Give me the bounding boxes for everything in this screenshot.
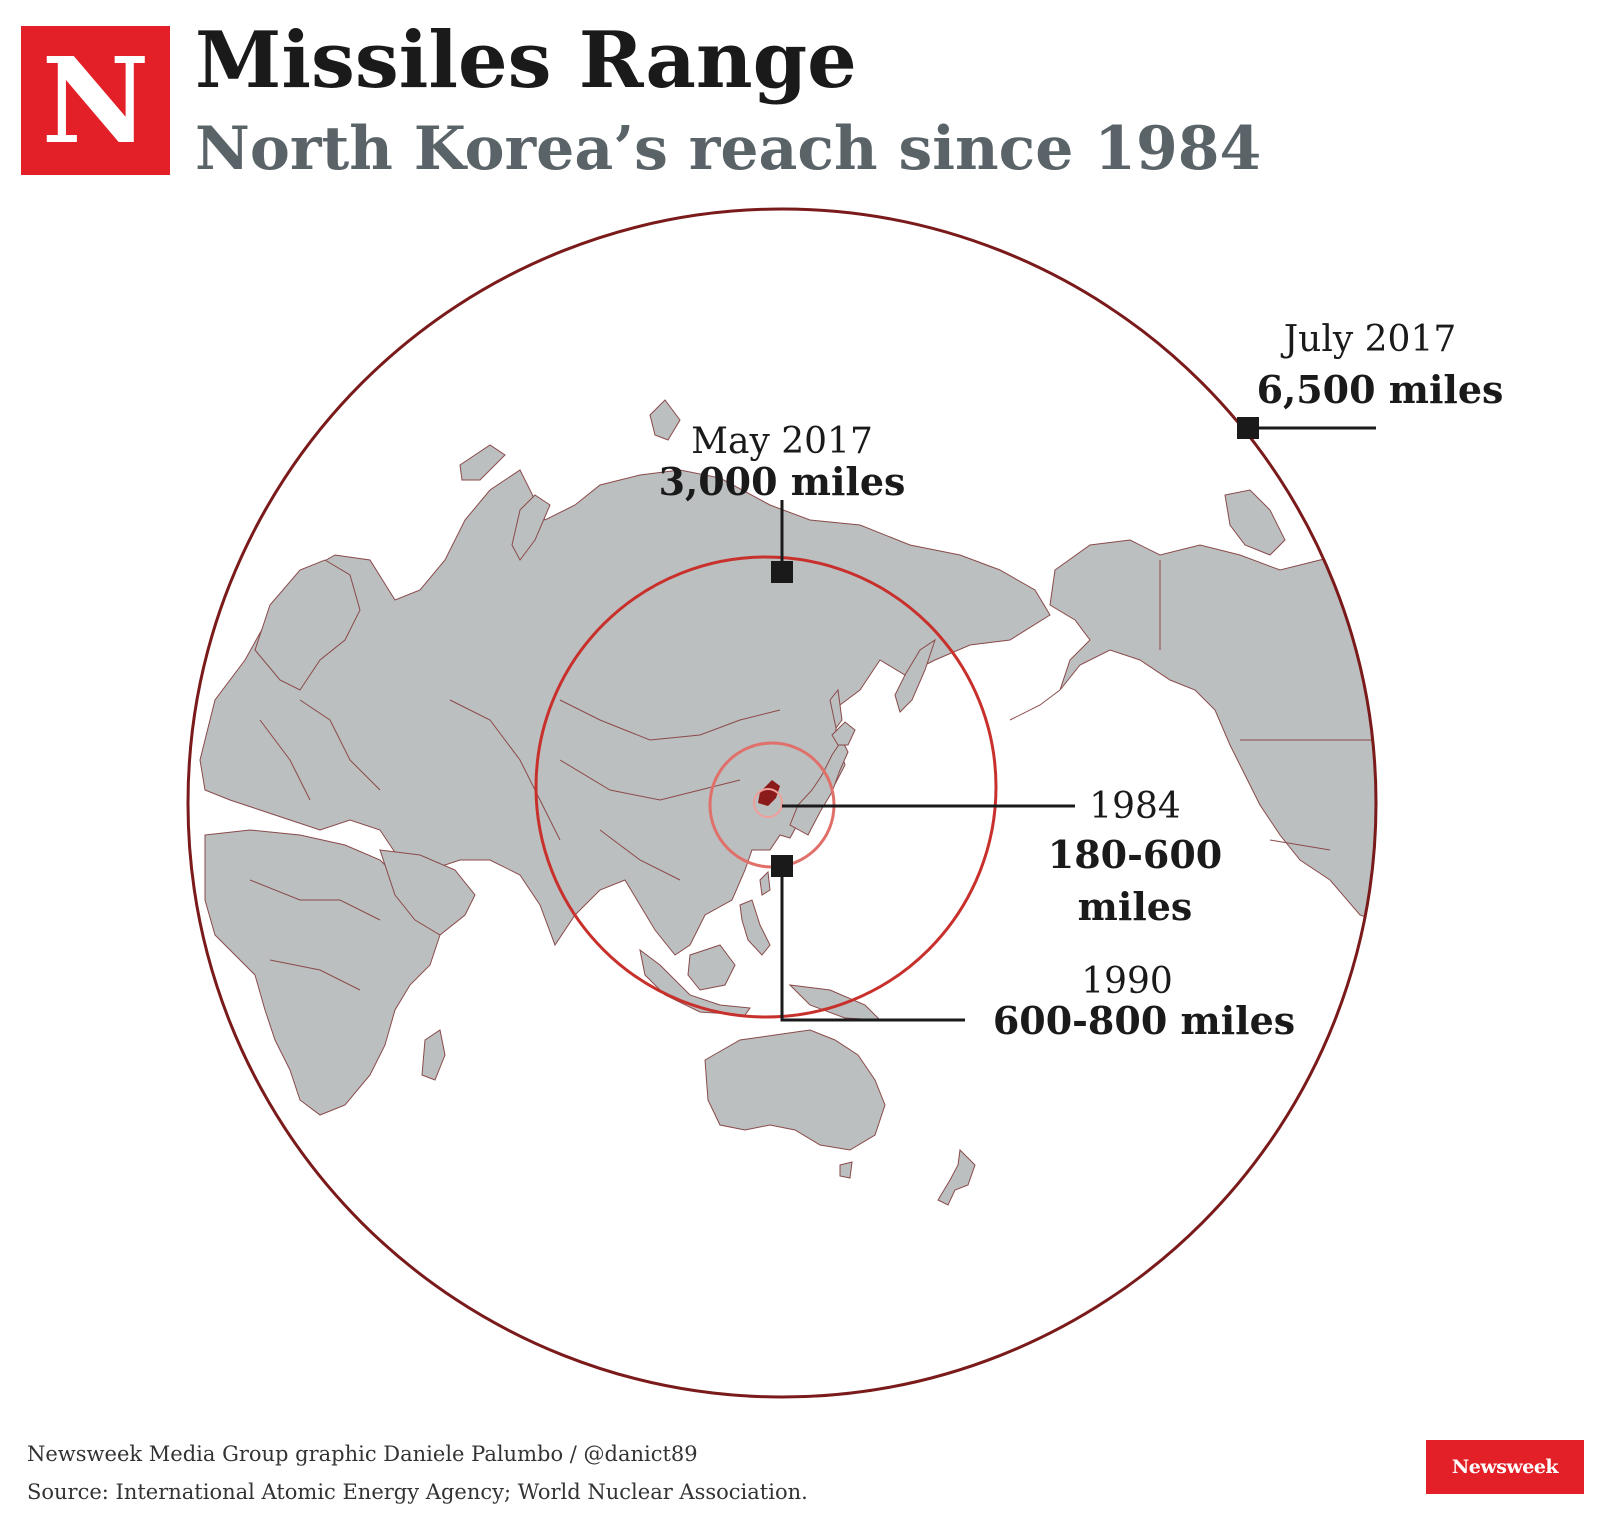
land-tasmania (839, 1161, 853, 1179)
land-taiwan (759, 870, 771, 896)
newsweek-brand-badge: Newsweek (1426, 1440, 1584, 1494)
label-1984-range-unit: miles (1078, 884, 1193, 929)
land-sakhalin (829, 688, 843, 730)
marker-july-2017 (1237, 417, 1259, 439)
land-borneo (687, 944, 736, 991)
logo-letter: N (41, 30, 150, 170)
label-1984-date: 1984 (1089, 786, 1181, 827)
label-1990-range: 600-800 miles (993, 998, 1295, 1043)
label-july-2017-range: 6,500 miles (1257, 367, 1504, 412)
land-svalbard (459, 444, 506, 481)
range-circle-july-2017 (186, 207, 1378, 1399)
label-may-2017-range: 3,000 miles (659, 459, 906, 504)
label-july-2017-date: July 2017 (1280, 319, 1457, 360)
land-arabia (379, 849, 476, 936)
land-severnaya (649, 399, 681, 441)
marker-1990 (771, 855, 793, 877)
land-new-zealand (937, 1148, 976, 1206)
graphic-credit: Newsweek Media Group graphic Daniele Pal… (27, 1442, 698, 1466)
land-philippines (739, 899, 771, 956)
north-korea (758, 780, 780, 806)
land-japan (789, 739, 849, 836)
land-novaya-zemlya (511, 494, 551, 561)
label-may-2017-date: May 2017 (691, 421, 873, 462)
land-kamchatka (894, 638, 936, 713)
aleutians (1009, 689, 1061, 721)
land-north-america (1049, 539, 1376, 931)
land-hokkaido (831, 721, 856, 746)
range-circle-1984 (753, 788, 783, 818)
label-1990-date: 1990 (1081, 961, 1173, 1002)
source-note: Source: International Atomic Energy Agen… (27, 1480, 808, 1504)
land-madagascar (421, 1029, 446, 1081)
range-circle-may-2017 (534, 555, 998, 1019)
page-title: Missiles Range (195, 15, 857, 106)
land-australia (704, 1029, 886, 1151)
land-scandinavia (254, 559, 361, 691)
land-arctic-islands (1224, 489, 1286, 556)
label-1984-range: 180-600 (1048, 832, 1222, 877)
land-africa (204, 829, 441, 1116)
land-sumatra-java (639, 948, 751, 1016)
leader-1990 (780, 865, 965, 1022)
marker-may-2017 (771, 561, 793, 583)
page-subtitle: North Korea’s reach since 1984 (195, 114, 1262, 184)
land-masses (199, 399, 1376, 1206)
newsweek-logo: N (21, 26, 170, 175)
